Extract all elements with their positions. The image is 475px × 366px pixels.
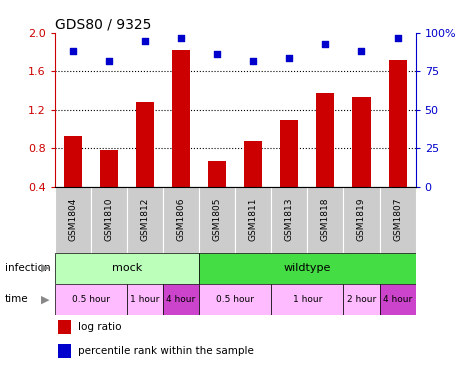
Point: [358, 48, 365, 54]
Text: log ratio: log ratio: [78, 322, 122, 332]
Text: GSM1805: GSM1805: [213, 198, 221, 241]
Bar: [100, 150, 118, 187]
Bar: [58, 321, 71, 334]
Text: ▶: ▶: [41, 294, 50, 304]
Bar: [64, 136, 82, 187]
Text: 0.5 hour: 0.5 hour: [72, 295, 110, 304]
Bar: [136, 102, 154, 187]
Bar: [380, 187, 416, 253]
Bar: [127, 284, 163, 315]
Text: GSM1818: GSM1818: [321, 198, 330, 241]
Bar: [208, 161, 226, 187]
Bar: [55, 284, 127, 315]
Text: GSM1813: GSM1813: [285, 198, 294, 241]
Point: [141, 38, 149, 44]
Text: mock: mock: [112, 263, 142, 273]
Text: 0.5 hour: 0.5 hour: [216, 295, 254, 304]
Bar: [343, 187, 380, 253]
Bar: [280, 120, 298, 187]
Text: GSM1804: GSM1804: [68, 198, 77, 241]
Bar: [55, 253, 199, 284]
Bar: [163, 187, 199, 253]
Bar: [199, 253, 416, 284]
Bar: [316, 93, 334, 187]
Text: percentile rank within the sample: percentile rank within the sample: [78, 346, 254, 356]
Text: 2 hour: 2 hour: [347, 295, 376, 304]
Bar: [271, 284, 343, 315]
Text: 4 hour: 4 hour: [166, 295, 196, 304]
Point: [249, 58, 257, 64]
Text: GSM1806: GSM1806: [177, 198, 185, 241]
Text: GDS80 / 9325: GDS80 / 9325: [55, 18, 151, 32]
Bar: [199, 284, 271, 315]
Text: 1 hour: 1 hour: [293, 295, 322, 304]
Point: [105, 58, 113, 64]
Text: ▶: ▶: [41, 263, 50, 273]
Text: 1 hour: 1 hour: [130, 295, 160, 304]
Text: GSM1812: GSM1812: [141, 198, 149, 241]
Text: 4 hour: 4 hour: [383, 295, 412, 304]
Text: GSM1807: GSM1807: [393, 198, 402, 241]
Bar: [172, 50, 190, 187]
Point: [285, 55, 293, 60]
Point: [213, 52, 221, 57]
Bar: [271, 187, 307, 253]
Point: [322, 41, 329, 46]
Bar: [163, 284, 199, 315]
Bar: [127, 187, 163, 253]
Text: GSM1811: GSM1811: [249, 198, 257, 241]
Point: [177, 35, 185, 41]
Text: GSM1819: GSM1819: [357, 198, 366, 241]
Bar: [380, 284, 416, 315]
Text: time: time: [5, 294, 28, 304]
Bar: [55, 187, 91, 253]
Bar: [343, 284, 380, 315]
Bar: [235, 187, 271, 253]
Bar: [307, 187, 343, 253]
Bar: [199, 187, 235, 253]
Text: wildtype: wildtype: [284, 263, 331, 273]
Point: [69, 48, 76, 54]
Text: GSM1810: GSM1810: [104, 198, 113, 241]
Bar: [91, 187, 127, 253]
Bar: [58, 344, 71, 358]
Bar: [352, 97, 370, 187]
Point: [394, 35, 401, 41]
Text: infection: infection: [5, 263, 50, 273]
Bar: [389, 60, 407, 187]
Bar: [244, 141, 262, 187]
